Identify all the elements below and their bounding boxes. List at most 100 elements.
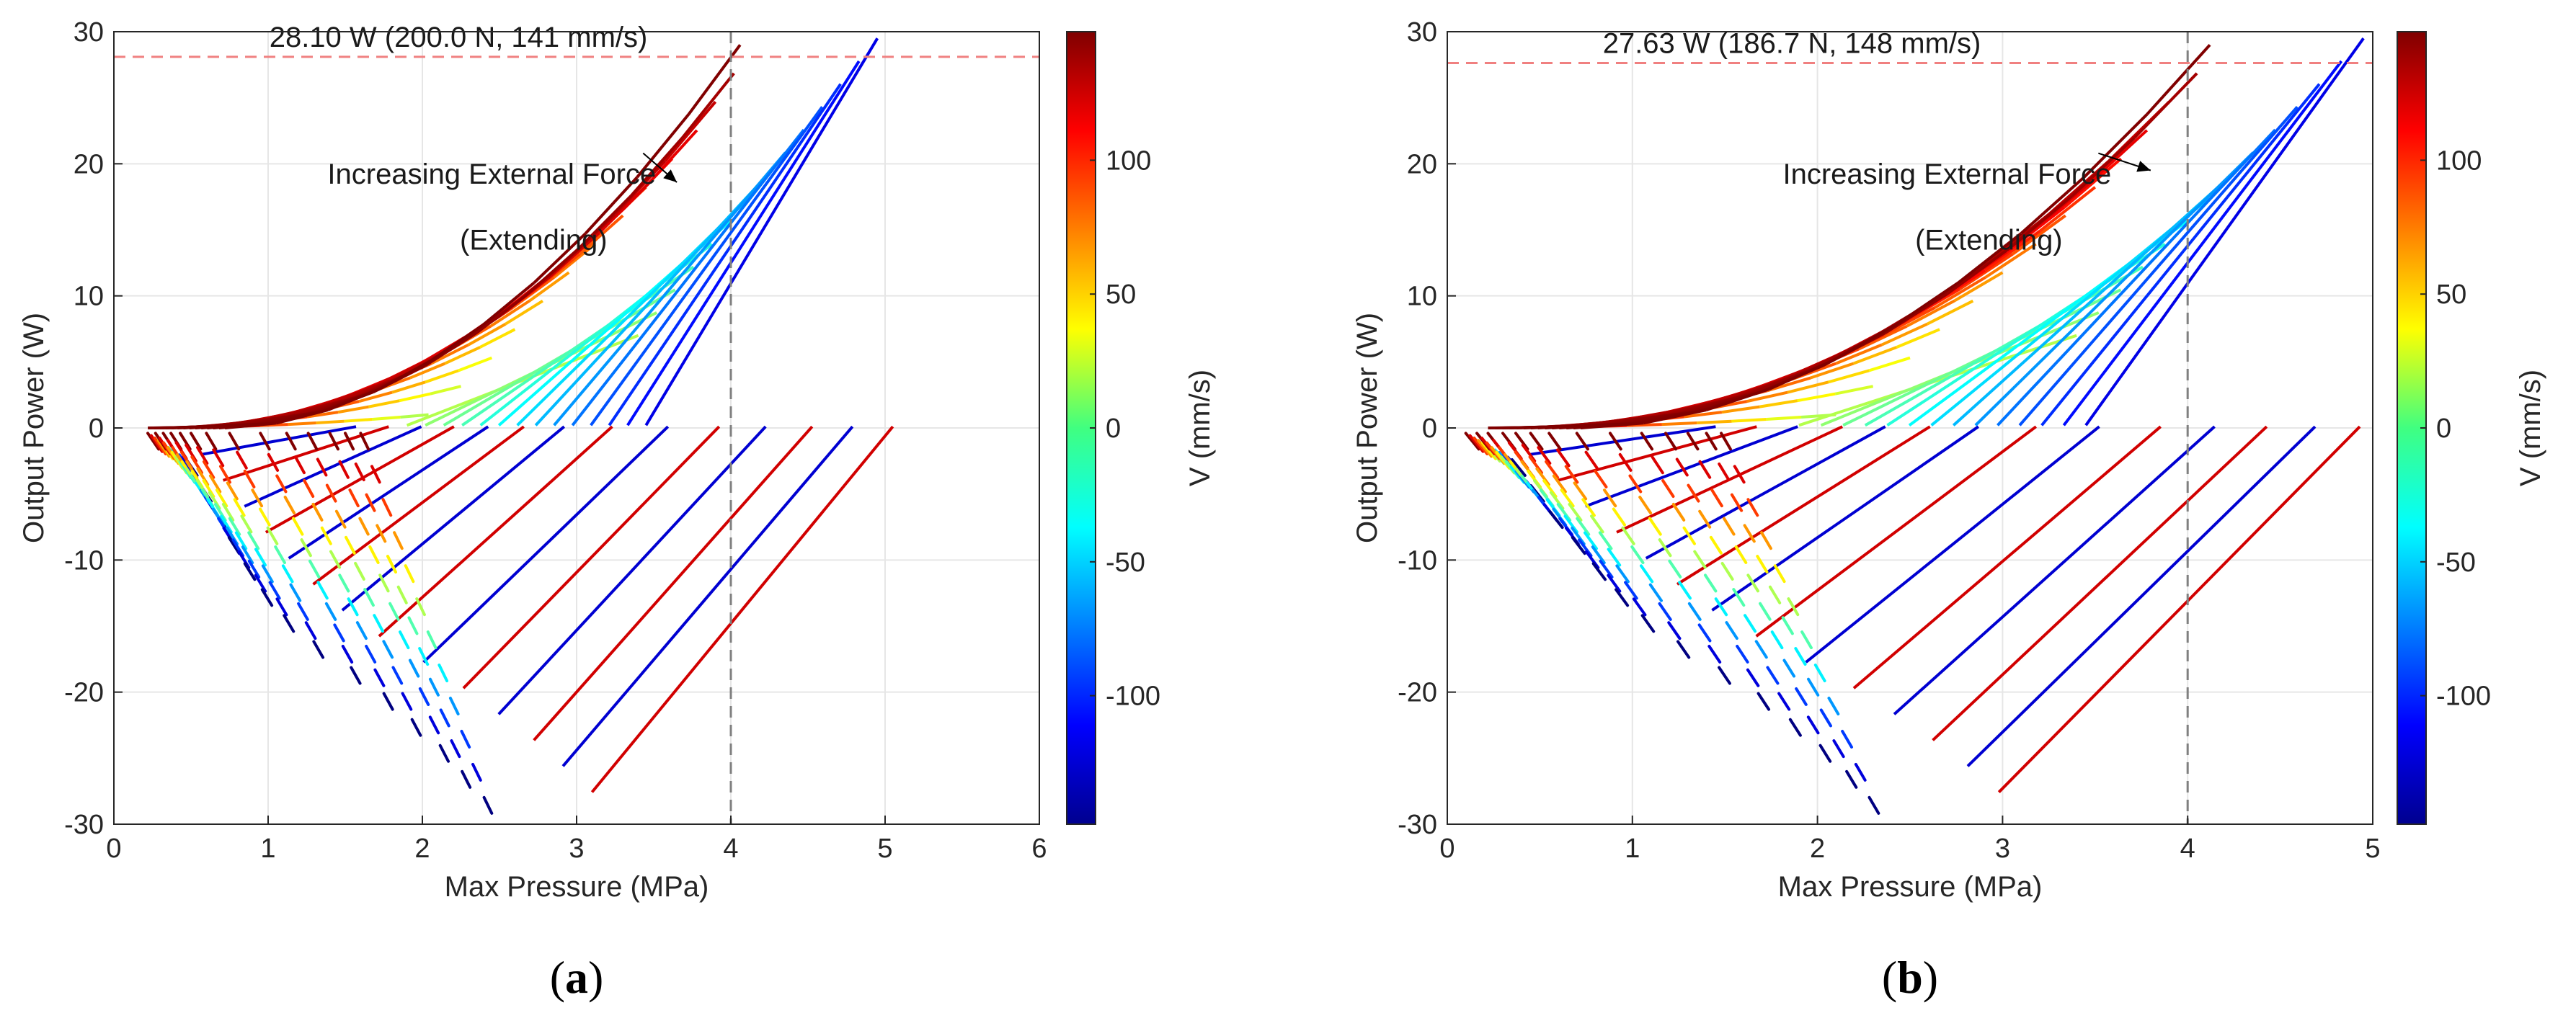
curve-segment	[1773, 564, 1786, 584]
curve-segment	[227, 536, 241, 555]
curve-segment	[1759, 399, 1798, 408]
curve-line-extending	[644, 37, 879, 427]
curve-segment	[481, 282, 536, 327]
curve-segment	[221, 502, 235, 522]
curve-segment	[240, 514, 253, 534]
curve-segment	[1576, 517, 1591, 536]
curve-segment	[1721, 405, 1760, 414]
curve-segment	[345, 535, 356, 555]
curve-segment	[320, 526, 332, 545]
curve-segment	[1705, 432, 1718, 451]
curve-segment	[156, 439, 171, 458]
curve-segment	[149, 434, 164, 453]
curve-segment	[365, 493, 376, 512]
curve-segment	[1618, 452, 1633, 472]
curve-segment	[1537, 446, 1552, 465]
curve-segment	[461, 769, 472, 789]
chart-panel-a: 28.10 W (200.0 N, 141 mm/s) Increasing Ex…	[18, 17, 1216, 903]
y-tick-label: -20	[1398, 678, 1437, 708]
curve-segment	[261, 564, 274, 584]
y-tick-label: 10	[1407, 282, 1437, 312]
curve-segment	[1953, 271, 2004, 303]
curve-line-negative	[590, 425, 894, 793]
y-tick-label: 20	[1407, 149, 1437, 179]
curve-segment	[482, 795, 494, 815]
curve-segment	[1819, 708, 1832, 728]
curve-segment	[1736, 644, 1749, 664]
curve-segment	[1703, 573, 1718, 593]
curve-segment	[1598, 531, 1613, 550]
curve-segment	[308, 559, 321, 579]
curve-segment	[1556, 448, 1571, 468]
curve-segment	[1590, 514, 1604, 534]
x-tick-label: 0	[106, 834, 121, 864]
curve-segment	[396, 585, 408, 604]
curve-segment	[475, 292, 529, 334]
curve-segment	[153, 437, 167, 455]
curve-line-extending	[608, 83, 842, 427]
curve-segment	[2009, 195, 2074, 249]
curve-segment	[2133, 72, 2198, 139]
curve-segment	[254, 548, 267, 567]
curve-line-negative	[1966, 425, 2317, 767]
curve-segment	[1828, 369, 1870, 384]
curve-segment	[341, 644, 354, 664]
curve-segment	[1807, 677, 1820, 697]
colorbar-tick-label: 100	[2436, 146, 2482, 176]
curve-segment	[283, 614, 296, 633]
curve-segment	[1718, 666, 1731, 685]
curve-segment	[578, 214, 624, 256]
curve-segment	[274, 545, 286, 565]
curve-segment	[1781, 616, 1794, 635]
curve-segment	[382, 692, 394, 711]
x-tick-label: 4	[723, 834, 738, 864]
curve-segment	[1832, 739, 1845, 759]
curve-segment	[1759, 602, 1772, 621]
curve-segment	[1671, 502, 1686, 522]
curve-segment	[1643, 408, 1707, 425]
curve-segment	[1777, 692, 1791, 711]
curve-segment	[1687, 602, 1702, 621]
x-tick-label: 1	[260, 834, 275, 864]
curve-segment	[1608, 432, 1622, 451]
curve-segment	[1734, 545, 1748, 564]
curve-segment	[1568, 502, 1583, 522]
curve-line-extending	[590, 106, 824, 427]
curve-line-negative	[561, 425, 854, 767]
curve-line-extending	[1997, 128, 2277, 427]
curve-segment	[1730, 493, 1744, 512]
curve-line-extending	[2084, 37, 2365, 427]
curve-segment	[430, 323, 484, 362]
curve-segment	[1594, 469, 1608, 488]
curve-segment	[1883, 306, 1936, 336]
curve-segment	[344, 418, 373, 423]
curve-segment	[1946, 246, 2011, 295]
colorbar-label: V (mm/s)	[1184, 370, 1216, 486]
curve-segment	[1693, 550, 1707, 569]
curve-segment	[334, 509, 347, 529]
curve-segment	[647, 129, 698, 186]
curve-segment	[1894, 281, 1959, 327]
curve-segment	[363, 588, 375, 607]
curve-segment	[1769, 359, 1833, 390]
curve-line-negative	[1711, 425, 1979, 612]
curve-segment	[382, 640, 394, 659]
x-tick-label: 5	[2365, 834, 2380, 864]
y-tick-label: 0	[1422, 414, 1437, 444]
curve-segment	[458, 356, 493, 372]
curve-segment	[1607, 548, 1622, 567]
curve-segment	[373, 614, 384, 633]
curve-segment	[1754, 640, 1768, 659]
curve-segment	[378, 360, 432, 390]
x-tick-label: 3	[569, 834, 584, 864]
curve-segment	[1854, 762, 1867, 782]
curve-segment	[1766, 415, 1802, 421]
curve-segment	[428, 677, 440, 697]
curve-segment	[1725, 621, 1738, 640]
curve-segment	[348, 488, 360, 508]
curve-segment	[533, 232, 587, 285]
x-tick-label: 0	[1439, 834, 1454, 864]
curve-segment	[228, 432, 241, 451]
curve-segment	[1682, 526, 1696, 545]
curve-segment	[1624, 581, 1638, 600]
